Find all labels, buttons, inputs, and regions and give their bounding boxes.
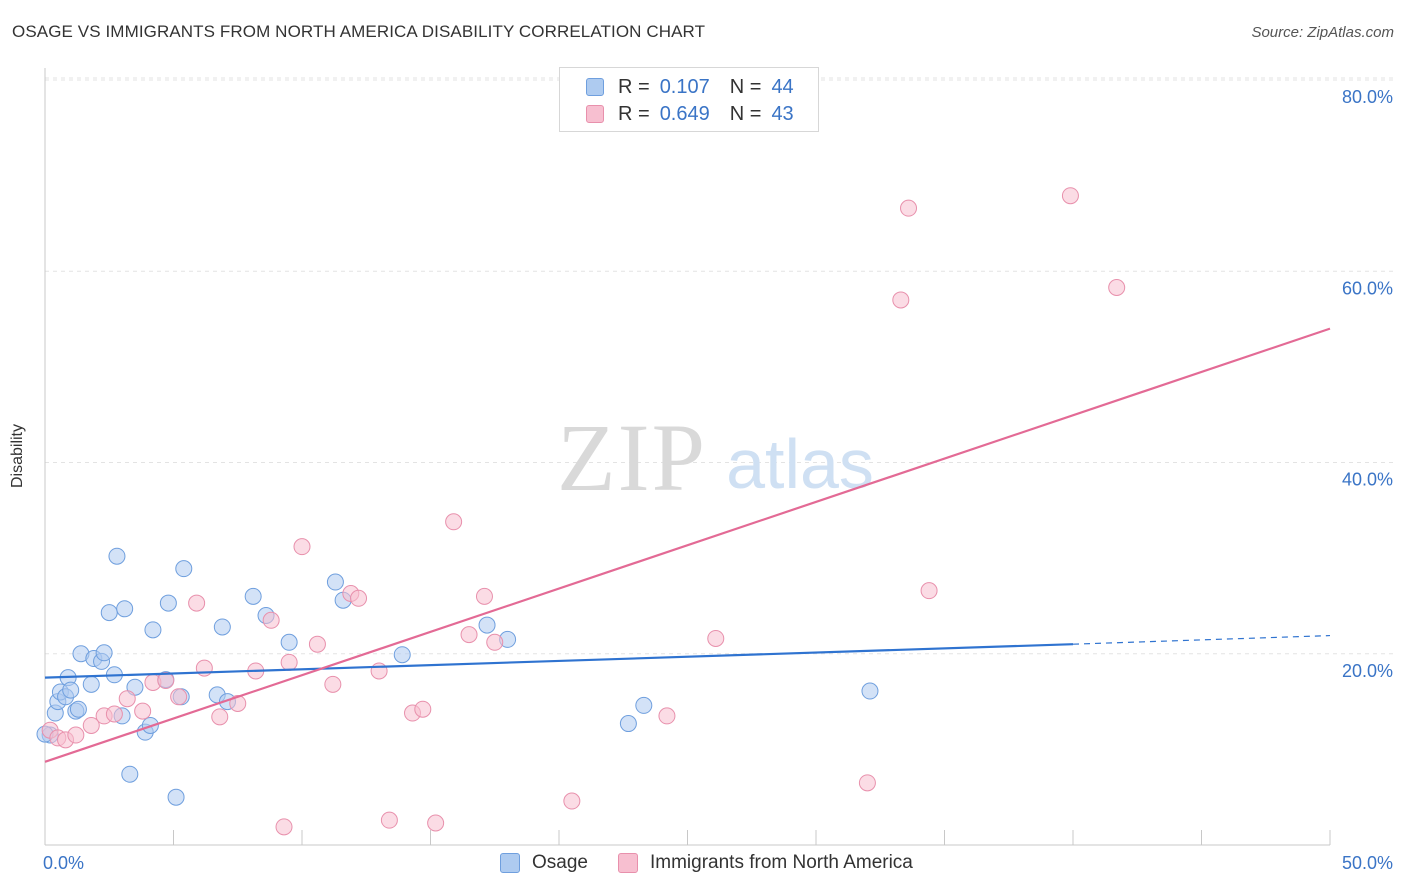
point-osage — [62, 681, 80, 699]
point-immigrants — [892, 291, 910, 309]
point-immigrants — [858, 774, 876, 792]
series-legend-item-immigrants[interactable]: Immigrants from North America — [617, 852, 913, 874]
legend-swatch-osage — [586, 78, 604, 96]
point-immigrants — [262, 611, 280, 629]
point-osage — [861, 682, 879, 700]
legend-r-label: R = — [618, 75, 650, 98]
point-immigrants — [563, 792, 581, 810]
legend-r-value: 0.649 — [659, 102, 710, 125]
point-immigrants — [350, 589, 368, 607]
point-osage — [116, 600, 134, 618]
legend-row-osage: R = 0.107 N = 44 — [586, 76, 794, 98]
y-tick-label: 20.0% — [1342, 661, 1393, 681]
point-immigrants — [211, 708, 229, 726]
tick-labels: 20.0% 40.0% 60.0% 80.0% 0.0% 50.0% — [43, 87, 1393, 873]
point-immigrants — [707, 629, 725, 647]
point-immigrants — [308, 635, 326, 653]
point-immigrants — [157, 672, 175, 690]
point-immigrants — [105, 705, 123, 723]
point-osage — [213, 618, 231, 636]
series-legend-item-osage[interactable]: Osage — [500, 852, 588, 874]
point-osage — [82, 675, 100, 693]
legend-swatch-immigrants — [586, 105, 604, 123]
legend-n-label: N = — [729, 75, 762, 98]
point-immigrants — [486, 633, 504, 651]
series-label-immigrants: Immigrants from North America — [649, 852, 913, 873]
point-osage — [121, 765, 139, 783]
point-immigrants — [324, 675, 342, 693]
legend-r-label: R = — [618, 102, 650, 125]
correlation-legend: R = 0.107 N = 44 R = 0.649 N = 43 — [559, 67, 819, 132]
point-immigrants — [134, 702, 152, 720]
point-immigrants — [229, 694, 247, 712]
point-immigrants — [275, 818, 293, 836]
point-immigrants — [475, 587, 493, 605]
point-immigrants — [460, 626, 478, 644]
watermark: ZIP atlas — [557, 404, 874, 511]
point-osage — [635, 696, 653, 714]
trend-line-immigrants — [44, 327, 1331, 763]
point-osage — [108, 547, 126, 565]
y-tick-label: 80.0% — [1342, 87, 1393, 107]
point-immigrants — [280, 653, 298, 671]
source-credit: Source: ZipAtlas.com — [1251, 24, 1394, 41]
point-immigrants — [1061, 187, 1079, 205]
series-swatch-immigrants — [617, 853, 638, 873]
series-legend: Osage Immigrants from North America — [500, 852, 943, 874]
point-immigrants — [414, 700, 432, 718]
legend-r-value: 0.107 — [659, 75, 710, 98]
trend-line-extension-osage — [1072, 634, 1331, 645]
point-osage — [159, 594, 177, 612]
point-immigrants — [920, 582, 938, 600]
point-immigrants — [370, 662, 388, 680]
point-immigrants — [380, 811, 398, 829]
point-osage — [175, 560, 193, 578]
chart-title: OSAGE VS IMMIGRANTS FROM NORTH AMERICA D… — [12, 22, 706, 41]
point-immigrants — [293, 538, 311, 556]
watermark-zip: ZIP — [557, 404, 707, 511]
legend-n-label: N = — [729, 102, 762, 125]
point-osage — [167, 788, 185, 806]
legend-n-value: 43 — [771, 102, 794, 125]
trend-line-osage — [44, 643, 1074, 679]
data-points — [36, 187, 1126, 836]
grid-lines — [45, 77, 1395, 655]
y-tick-label: 60.0% — [1342, 278, 1393, 298]
point-osage — [280, 633, 298, 651]
point-immigrants — [82, 716, 100, 734]
point-immigrants — [427, 814, 445, 832]
x-tick-label-min: 0.0% — [43, 853, 84, 873]
point-immigrants — [170, 688, 188, 706]
series-label-osage: Osage — [532, 852, 588, 873]
point-immigrants — [658, 707, 676, 725]
point-immigrants — [1108, 279, 1126, 297]
point-immigrants — [118, 690, 136, 708]
point-immigrants — [900, 199, 918, 217]
point-osage — [619, 715, 637, 733]
point-osage — [95, 644, 113, 662]
point-immigrants — [188, 594, 206, 612]
point-immigrants — [445, 513, 463, 531]
series-swatch-osage — [500, 853, 520, 873]
point-osage — [244, 587, 262, 605]
trend-lines — [44, 327, 1331, 763]
axes — [44, 68, 1331, 846]
point-osage — [326, 573, 344, 591]
point-osage — [69, 700, 87, 718]
point-osage — [478, 616, 496, 634]
legend-n-value: 44 — [771, 75, 794, 98]
point-osage — [144, 621, 162, 639]
x-tick-label-max: 50.0% — [1342, 853, 1393, 873]
point-osage — [100, 604, 118, 622]
watermark-atlas: atlas — [726, 425, 874, 503]
y-tick-label: 40.0% — [1342, 470, 1393, 490]
point-osage — [393, 646, 411, 664]
point-immigrants — [67, 726, 85, 744]
legend-row-immigrants: R = 0.649 N = 43 — [586, 103, 794, 125]
